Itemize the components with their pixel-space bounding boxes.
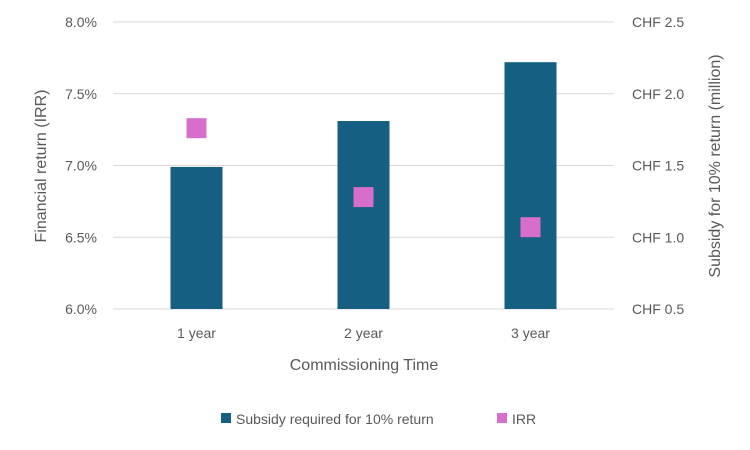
left-tick-label: 6.5% [65,229,97,245]
right-tick-label: CHF 1.5 [632,158,684,174]
left-tick-label: 6.0% [65,301,97,317]
left-tick-label: 7.5% [65,86,97,102]
right-tick-label: CHF 2.5 [632,14,684,30]
bar [504,62,557,310]
legend-swatch-subsidy [221,413,231,423]
left-axis-title: Financial return (IRR) [33,90,50,243]
category-tick-label: 1 year [177,325,216,341]
legend: Subsidy required for 10% return IRR [221,411,536,427]
bar-series [170,62,557,310]
legend-label-subsidy: Subsidy required for 10% return [236,411,434,427]
category-axis-ticks: 1 year 2 year 3 year [177,325,550,341]
left-tick-label: 7.0% [65,158,97,174]
bar [170,166,223,309]
legend-label-irr: IRR [512,411,536,427]
right-axis-title: Subsidy for 10% return (million) [707,54,724,277]
irr-marker [520,217,541,238]
right-axis-ticks: CHF 0.5 CHF 1.0 CHF 1.5 CHF 2.0 CHF 2.5 [632,14,684,317]
irr-series [186,118,541,238]
bar [337,121,390,309]
category-tick-label: 2 year [344,325,383,341]
x-axis-title: Commissioning Time [290,357,439,374]
irr-marker [353,187,374,208]
left-tick-label: 8.0% [65,14,97,30]
right-tick-label: CHF 2.0 [632,86,684,102]
right-tick-label: CHF 1.0 [632,229,684,245]
category-tick-label: 3 year [511,325,550,341]
right-tick-label: CHF 0.5 [632,301,684,317]
legend-swatch-irr [497,413,507,423]
irr-marker [186,118,207,139]
left-axis-ticks: 6.0% 6.5% 7.0% 7.5% 8.0% [65,14,97,317]
